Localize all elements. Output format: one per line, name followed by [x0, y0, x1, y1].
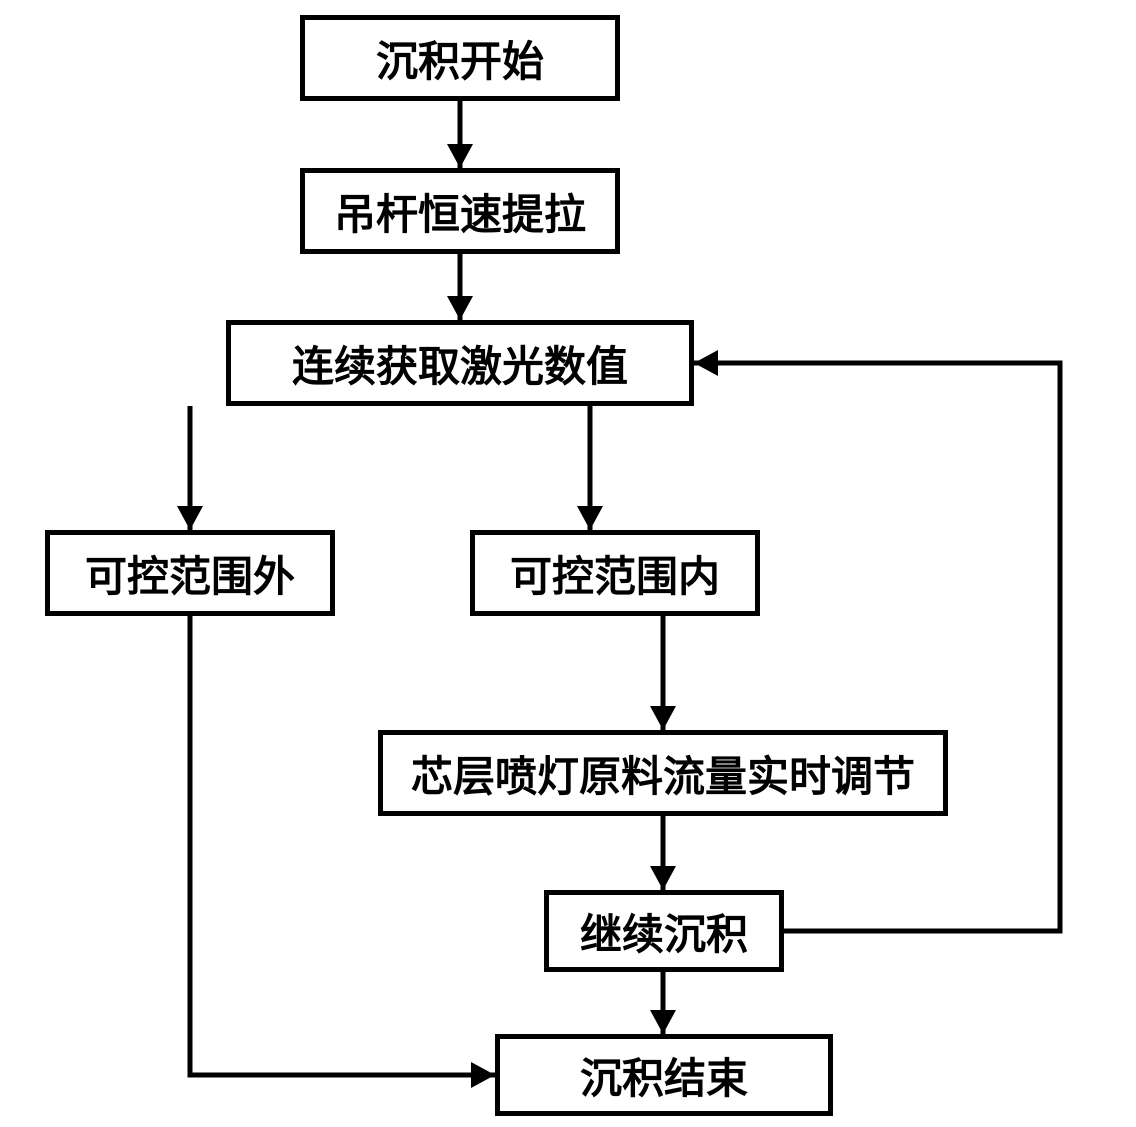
- edge-line: [190, 616, 495, 1075]
- edge-n7-n3: [666, 335, 1088, 959]
- edge-line: [694, 363, 1060, 931]
- edge-arrowhead: [694, 350, 718, 376]
- flowchart-canvas: 沉积开始吊杆恒速提拉连续获取激光数值可控范围外可控范围内芯层喷灯原料流量实时调节…: [0, 0, 1136, 1127]
- edge-arrowhead: [177, 506, 203, 530]
- edge-arrowhead: [650, 1010, 676, 1034]
- edge-n3-n5: [562, 378, 618, 558]
- edge-n4-n8: [162, 588, 523, 1103]
- edge-n7-n8: [635, 944, 691, 1062]
- edge-arrowhead: [447, 296, 473, 320]
- edge-arrowhead: [447, 144, 473, 168]
- edge-arrowhead: [471, 1062, 495, 1088]
- edge-n3-n4: [162, 378, 218, 558]
- edge-n1-n2: [432, 73, 488, 196]
- edge-n2-n3: [432, 226, 488, 348]
- edge-arrowhead: [577, 506, 603, 530]
